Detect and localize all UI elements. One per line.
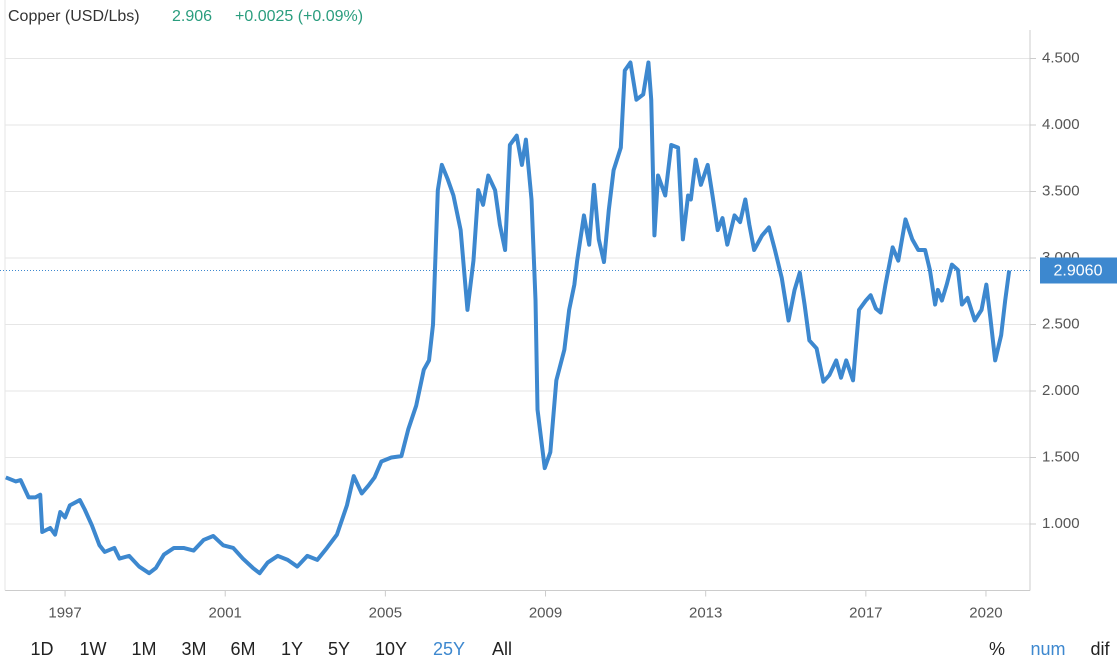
- mode-button[interactable]: %: [989, 639, 1005, 659]
- x-tick-label: 1997: [48, 604, 81, 621]
- x-tick-label: 2001: [209, 604, 242, 621]
- y-tick-label: 2.500: [1042, 315, 1080, 332]
- y-tick-label: 3.500: [1042, 182, 1080, 199]
- change: +0.0025 (+0.09%): [235, 8, 363, 25]
- range-button[interactable]: 1Y: [281, 639, 303, 659]
- y-tick-label: 2.000: [1042, 382, 1080, 399]
- x-tick-label: 2009: [529, 604, 562, 621]
- y-tick-label: 1.500: [1042, 448, 1080, 465]
- range-button[interactable]: 5Y: [328, 639, 350, 659]
- y-tick-label: 4.500: [1042, 49, 1080, 66]
- x-tick-label: 2013: [689, 604, 722, 621]
- mode-button[interactable]: dif: [1090, 639, 1110, 659]
- x-tick-label: 2020: [969, 604, 1002, 621]
- range-button[interactable]: 3M: [181, 639, 206, 659]
- last-value-label: 2.9060: [1054, 263, 1103, 280]
- range-button[interactable]: 1W: [80, 639, 107, 659]
- range-button[interactable]: 1D: [30, 639, 53, 659]
- x-tick-label: 2005: [369, 604, 402, 621]
- range-button[interactable]: 10Y: [375, 639, 407, 659]
- last-value-box: [1040, 257, 1117, 284]
- x-tick-label: 2017: [849, 604, 882, 621]
- y-tick-label: 4.000: [1042, 116, 1080, 133]
- range-button[interactable]: All: [492, 639, 512, 659]
- range-button[interactable]: 6M: [230, 639, 255, 659]
- price: 2.906: [172, 8, 212, 25]
- mode-button[interactable]: num: [1030, 639, 1065, 659]
- chart-title: Copper (USD/Lbs): [8, 8, 140, 25]
- y-tick-label: 1.000: [1042, 515, 1080, 532]
- range-button[interactable]: 25Y: [433, 639, 465, 659]
- range-button[interactable]: 1M: [131, 639, 156, 659]
- price-line: [5, 60, 1012, 576]
